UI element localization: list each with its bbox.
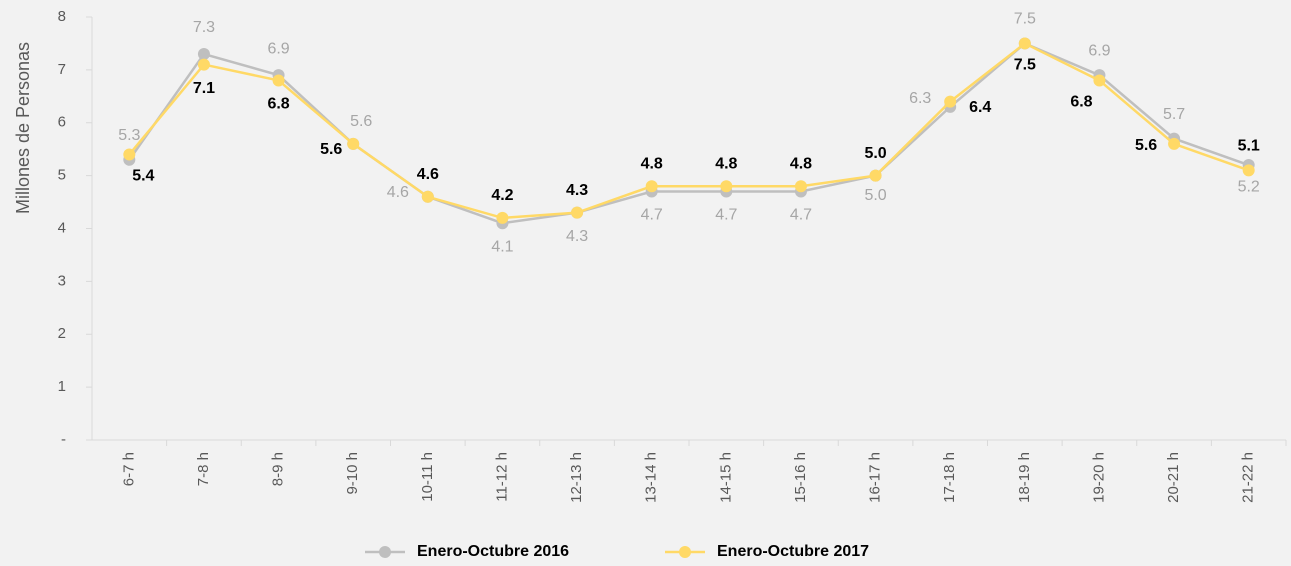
data-label: 4.8 — [790, 155, 812, 172]
x-tick-label: 19-20 h — [1090, 452, 1107, 503]
data-label: 5.6 — [1135, 137, 1157, 154]
x-tick-label: 11-12 h — [493, 452, 510, 502]
x-tick-label: 8-9 h — [270, 452, 287, 486]
y-tick-label: 1 — [58, 378, 66, 395]
data-label: 7.1 — [193, 80, 215, 97]
y-tick-label: 6 — [58, 114, 66, 131]
data-label: 4.3 — [566, 182, 588, 199]
series-marker — [645, 180, 658, 193]
data-label: 4.8 — [641, 155, 663, 172]
data-label: 5.2 — [1238, 178, 1260, 195]
series-marker — [1168, 137, 1181, 150]
series-marker — [1093, 74, 1106, 87]
y-tick-label: 8 — [58, 8, 66, 25]
series-marker — [571, 206, 584, 219]
y-axis-title: Millones de Personas — [13, 42, 33, 214]
legend-marker — [679, 546, 691, 558]
data-label: 5.6 — [320, 141, 342, 158]
series-marker — [272, 74, 285, 87]
legend-label: Enero-Octubre 2017 — [717, 543, 869, 560]
data-label: 4.1 — [491, 238, 513, 255]
x-tick-label: 14-15 h — [717, 452, 734, 503]
series-marker — [197, 48, 210, 61]
y-tick-label: 4 — [58, 219, 66, 236]
x-tick-label: 9-10 h — [344, 452, 361, 495]
series-marker — [720, 180, 733, 193]
data-label: 6.8 — [267, 96, 289, 113]
data-label: 7.5 — [1014, 57, 1036, 74]
series-marker — [869, 169, 882, 182]
series-line — [128, 41, 1250, 225]
series-marker — [347, 137, 360, 150]
data-label: 5.0 — [864, 145, 886, 162]
y-tick-label: 2 — [58, 325, 66, 342]
series-marker — [944, 95, 957, 108]
series-marker — [421, 190, 434, 203]
x-tick-label: 6-7 h — [120, 452, 137, 486]
x-tick-label: 7-8 h — [195, 452, 212, 486]
data-label: 4.7 — [715, 207, 737, 224]
x-tick-label: 21-22 h — [1240, 452, 1257, 503]
series-marker — [1018, 37, 1031, 50]
x-tick-label: 12-13 h — [568, 452, 585, 503]
x-tick-label: 16-17 h — [867, 452, 884, 503]
legend-label: Enero-Octubre 2016 — [417, 543, 569, 560]
series-marker — [794, 180, 807, 193]
series-marker — [123, 148, 136, 161]
series-marker — [1242, 164, 1255, 177]
data-label: 4.6 — [387, 184, 409, 201]
series-marker — [496, 211, 509, 224]
data-label: 4.3 — [566, 228, 588, 245]
y-tick-label: 3 — [58, 272, 66, 289]
data-label: 6.3 — [909, 90, 931, 107]
data-label: 5.3 — [118, 127, 140, 144]
data-label: 4.7 — [790, 207, 812, 224]
data-label: 7.3 — [193, 19, 215, 36]
y-tick-label: 7 — [58, 61, 66, 78]
x-tick-label: 10-11 h — [419, 452, 436, 502]
y-tick-label: 5 — [58, 167, 66, 184]
x-tick-label: 17-18 h — [941, 452, 958, 503]
data-label: 4.6 — [417, 166, 439, 183]
data-label: 5.4 — [132, 168, 154, 185]
x-tick-label: 13-14 h — [643, 452, 660, 503]
x-tick-label: 15-16 h — [792, 452, 809, 503]
series-line — [128, 41, 1250, 220]
legend-marker — [379, 546, 391, 558]
data-label: 6.9 — [1088, 42, 1110, 59]
data-label: 4.7 — [641, 207, 663, 224]
data-label: 5.6 — [350, 113, 372, 130]
x-tick-label: 18-19 h — [1016, 452, 1033, 503]
data-label: 6.4 — [969, 99, 991, 116]
data-label: 4.8 — [715, 155, 737, 172]
y-tick-label: - — [61, 431, 66, 448]
series-marker — [197, 58, 210, 71]
data-label: 4.2 — [491, 187, 513, 204]
x-tick-label: 20-21 h — [1165, 452, 1182, 503]
data-label: 5.0 — [864, 187, 886, 204]
data-label: 5.1 — [1238, 138, 1260, 155]
data-label: 6.9 — [267, 40, 289, 57]
data-label: 5.7 — [1163, 106, 1185, 123]
data-label: 6.8 — [1070, 94, 1092, 111]
data-label: 7.5 — [1014, 11, 1036, 28]
